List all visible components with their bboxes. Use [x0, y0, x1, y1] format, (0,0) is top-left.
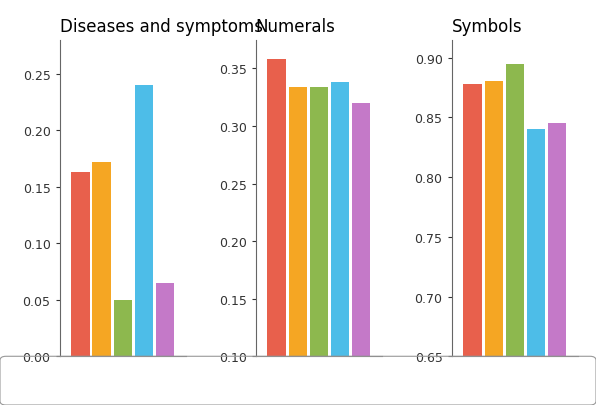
Bar [288, 87, 307, 405]
Bar [352, 104, 370, 405]
Bar [72, 173, 90, 356]
Bar [92, 162, 111, 356]
Bar [309, 87, 328, 405]
Bar [135, 85, 153, 356]
Bar [156, 283, 174, 356]
Bar [268, 60, 286, 405]
Text: Symbols: Symbols [452, 18, 522, 36]
Text: Diseases and symptoms: Diseases and symptoms [60, 18, 263, 36]
Text: Numerals: Numerals [256, 18, 336, 36]
Bar [485, 82, 503, 405]
Bar [331, 83, 349, 405]
Bar [505, 64, 524, 405]
Bar [548, 124, 566, 405]
Bar [114, 300, 132, 356]
Bar [527, 130, 545, 405]
Bar [464, 85, 482, 405]
